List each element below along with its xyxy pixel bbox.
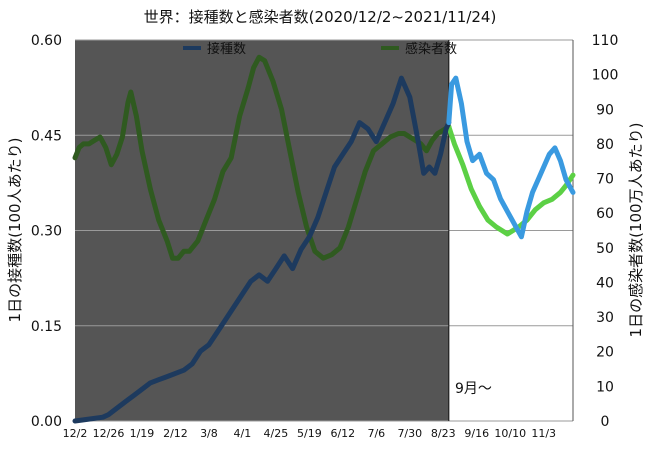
right-tick-label: 50 (596, 241, 614, 257)
x-tick-label: 9/16 (464, 427, 489, 440)
chart-title: 世界：接種数と感染者数(2020/12/2~2021/11/24) (144, 8, 497, 26)
right-axis-ticks: 0 10 20 30 40 50 60 70 80 90 100 110 (592, 33, 619, 430)
right-tick-label: 20 (596, 345, 614, 361)
x-axis-ticks: 12/2 12/26 1/19 2/12 3/8 4/1 4/25 5/19 6/12 7/6 7/… (63, 427, 556, 440)
x-tick-label: 11/3 (531, 427, 556, 440)
x-tick-label: 12/26 (93, 427, 125, 440)
x-tick-label: 6/12 (330, 427, 355, 440)
gridlines (75, 39, 574, 422)
right-tick-label: 70 (596, 172, 614, 188)
left-tick-label: 0.15 (31, 319, 62, 335)
x-tick-label: 1/19 (130, 427, 155, 440)
series-line-cases-before (72, 54, 452, 261)
left-tick-label: 0.30 (31, 224, 62, 240)
legend: 接種数 感染者数 (183, 41, 457, 57)
right-tick-label: 110 (592, 33, 619, 49)
right-tick-label: 80 (596, 137, 614, 153)
left-tick-label: 0.00 (31, 414, 62, 430)
x-tick-label: 5/19 (297, 427, 322, 440)
x-tick-label: 7/6 (367, 427, 385, 440)
left-axis-title: 1日の接種数(100人あたり) (6, 138, 24, 323)
left-tick-label: 0.45 (31, 128, 62, 144)
x-tick-label: 4/25 (264, 427, 289, 440)
series-line-cases-after (446, 124, 576, 237)
right-tick-label: 60 (596, 206, 614, 222)
right-tick-label: 10 (596, 379, 614, 395)
right-tick-label: 0 (601, 414, 610, 430)
series-lines (72, 54, 576, 424)
series-line-vaccinations-after (446, 75, 576, 240)
x-tick-label: 3/8 (200, 427, 218, 440)
right-axis-title: 1日の感染者数(100万人あたり) (627, 123, 645, 338)
x-tick-label: 10/10 (494, 427, 526, 440)
x-tick-label: 2/12 (163, 427, 188, 440)
x-tick-label: 8/23 (431, 427, 456, 440)
x-tick-label: 7/30 (397, 427, 422, 440)
x-tick-label: 12/2 (63, 427, 88, 440)
left-axis-ticks: 0.00 0.15 0.30 0.45 0.60 (31, 33, 62, 430)
september-annotation: 9月〜 (455, 381, 492, 397)
legend-label: 接種数 (207, 41, 246, 57)
right-tick-label: 90 (596, 102, 614, 118)
right-tick-label: 30 (596, 310, 614, 326)
series-line-vaccinations-before (72, 75, 452, 424)
left-tick-label: 0.60 (31, 33, 62, 49)
right-tick-label: 40 (596, 275, 614, 291)
x-tick-label: 4/1 (234, 427, 252, 440)
legend-label: 感染者数 (405, 41, 457, 57)
right-tick-label: 100 (592, 68, 619, 84)
